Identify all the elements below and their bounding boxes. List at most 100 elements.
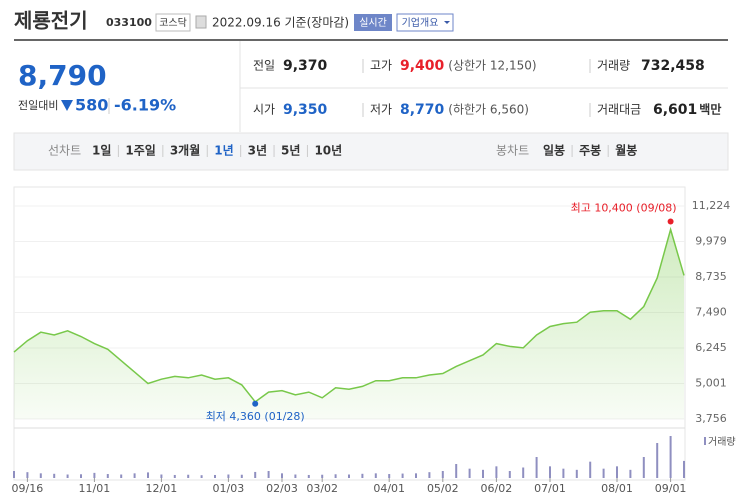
volume-bar xyxy=(683,460,685,478)
quote-label: 전일 xyxy=(253,59,275,73)
volume-bar xyxy=(147,472,149,478)
volume-bar xyxy=(120,474,123,478)
volume-bar xyxy=(13,471,15,478)
quote-label: 시가 xyxy=(253,103,275,117)
chart-frame xyxy=(13,186,686,481)
x-tick-label: 04/01 xyxy=(373,482,405,495)
quote-label: 거래대금 xyxy=(597,103,641,117)
period-tab[interactable]: 5년 xyxy=(281,144,300,158)
volume-bar xyxy=(642,457,645,478)
quote-table: 전일 9,370 고가 9,400 (상한가 12,150) 거래량 732,458 시가 9,… xyxy=(253,58,721,118)
candle-tab[interactable]: 주봉 xyxy=(579,144,601,158)
quote-note: (상한가 12,150) xyxy=(448,59,536,73)
volume-bar xyxy=(468,468,471,478)
volume-bar xyxy=(281,473,283,478)
volume-bar xyxy=(39,473,42,478)
period-tab[interactable]: 10년 xyxy=(314,144,342,158)
volume-bar xyxy=(133,473,136,478)
candle-tab[interactable]: 일봉 xyxy=(543,144,565,158)
volume-bar xyxy=(240,474,243,478)
volume-bar xyxy=(106,474,109,478)
period-tab[interactable]: 3년 xyxy=(248,144,267,158)
tab-bar xyxy=(13,132,729,171)
volume-bar xyxy=(321,474,324,478)
volume-bar xyxy=(401,473,404,478)
quote-unit: 백만 xyxy=(699,102,721,117)
y-tick-label: 5,001 xyxy=(695,376,727,389)
max-annotation: 최고 10,400 (09/08) xyxy=(571,202,677,215)
quote-note: (하한가 6,560) xyxy=(448,103,529,117)
volume-bar xyxy=(602,468,605,478)
volume-legend: 거래량 xyxy=(708,436,736,448)
volume-legend-swatch xyxy=(704,437,706,445)
volume-bar xyxy=(160,474,163,478)
price-area xyxy=(14,229,684,419)
quote-label: 저가 xyxy=(370,103,392,117)
quote-value: 732,458 xyxy=(641,58,705,74)
volume-bar xyxy=(294,474,297,478)
change: 580 xyxy=(75,96,108,115)
period-tab[interactable]: 1일 xyxy=(92,144,111,158)
y-tick-label: 6,245 xyxy=(695,341,727,354)
volume-bar xyxy=(93,472,96,478)
x-tick-label: 05/02 xyxy=(427,482,459,495)
x-tick-label: 09/01 xyxy=(655,482,687,495)
dropdown-icon xyxy=(444,21,450,24)
date-icon xyxy=(195,15,207,29)
x-tick-label: 08/01 xyxy=(601,482,633,495)
overview-button[interactable] xyxy=(396,13,454,32)
x-tick-label: 06/02 xyxy=(481,482,513,495)
volume-bar xyxy=(307,474,310,478)
down-icon xyxy=(61,100,73,111)
x-tick-label: 01/03 xyxy=(213,482,245,495)
overview[interactable]: 기업개요 xyxy=(402,16,439,29)
volume-bar xyxy=(575,469,578,478)
x-tick-label: 11/01 xyxy=(79,482,111,495)
stock-name: 제룡전기 xyxy=(14,9,88,33)
change-rate: -6.19% xyxy=(114,96,176,115)
volume-bar xyxy=(187,474,190,478)
y-tick-label: 7,490 xyxy=(695,306,727,319)
x-tick-label: 07/01 xyxy=(534,482,566,495)
period-tab[interactable]: 3개월 xyxy=(170,143,200,158)
volume-bar xyxy=(214,474,216,478)
min-annotation: 최저 4,360 (01/28) xyxy=(206,410,305,423)
period-tab[interactable]: 1주일 xyxy=(125,144,155,158)
y-tick-label: 3,756 xyxy=(695,412,727,425)
volume-bar xyxy=(629,469,632,478)
realtime[interactable]: 실시간 xyxy=(359,17,387,29)
volume-bar xyxy=(482,469,484,478)
min-point xyxy=(252,400,259,407)
quote-label: 고가 xyxy=(370,59,392,73)
stock-code: 033100 xyxy=(106,16,152,29)
max-point xyxy=(667,218,674,225)
volume-bar xyxy=(361,473,364,478)
tab-label: 봉차트 xyxy=(496,144,529,158)
volume-bar xyxy=(616,466,618,478)
y-tick-label: 9,979 xyxy=(695,235,727,248)
volume-bar xyxy=(522,467,525,478)
volume-bar xyxy=(415,473,417,478)
volume-bar xyxy=(374,473,377,478)
volume-bar xyxy=(562,468,565,478)
volume-bar xyxy=(227,474,230,478)
volume-bar xyxy=(388,474,391,478)
change-label: 전일대비 xyxy=(18,98,58,112)
period-tab[interactable]: 1년 xyxy=(214,144,233,158)
x-tick-label: 02/03 xyxy=(266,482,298,495)
x-tick-label: 09/16 xyxy=(12,482,44,495)
quote-value: 9,350 xyxy=(283,102,328,118)
price: 8,790 xyxy=(18,59,107,92)
tabs: 선차트 1일 1주일 3개월 1년 3년 5년 10년 봉차트 일봉 주봉 월봉 xyxy=(48,143,637,158)
candle-tab[interactable]: 월봉 xyxy=(615,143,637,158)
volume-bar xyxy=(200,475,203,478)
price-chart: 11,224 9,979 8,735 7,490 6,245 5,001 3,756 09/1… xyxy=(12,199,736,495)
volume-bar xyxy=(254,471,257,478)
volume-bar xyxy=(428,472,431,478)
realtime-button[interactable] xyxy=(354,14,392,31)
volume-bar xyxy=(348,474,350,478)
quote-value: 9,400 xyxy=(400,58,445,74)
x-tick-label: 03/02 xyxy=(306,482,338,495)
x-tick-label: 12/01 xyxy=(146,482,178,495)
